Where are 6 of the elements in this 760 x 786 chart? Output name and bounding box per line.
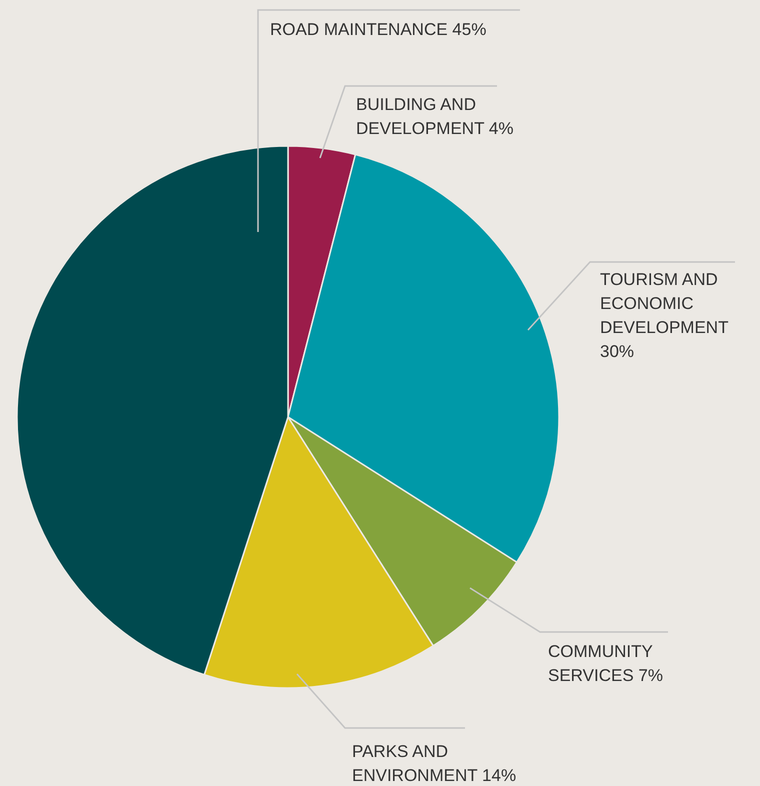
slice-label: ROAD MAINTENANCE 45% <box>270 20 486 39</box>
slice-label: BUILDING AND DEVELOPMENT 4% <box>356 95 514 138</box>
slice-label: PARKS AND ENVIRONMENT 14% <box>352 742 516 785</box>
data-label: 30% <box>600 342 634 361</box>
slice-label: TOURISM AND ECONOMIC DEVELOPMENT <box>600 270 728 337</box>
slice-label: COMMUNITY SERVICES 7% <box>548 642 663 685</box>
